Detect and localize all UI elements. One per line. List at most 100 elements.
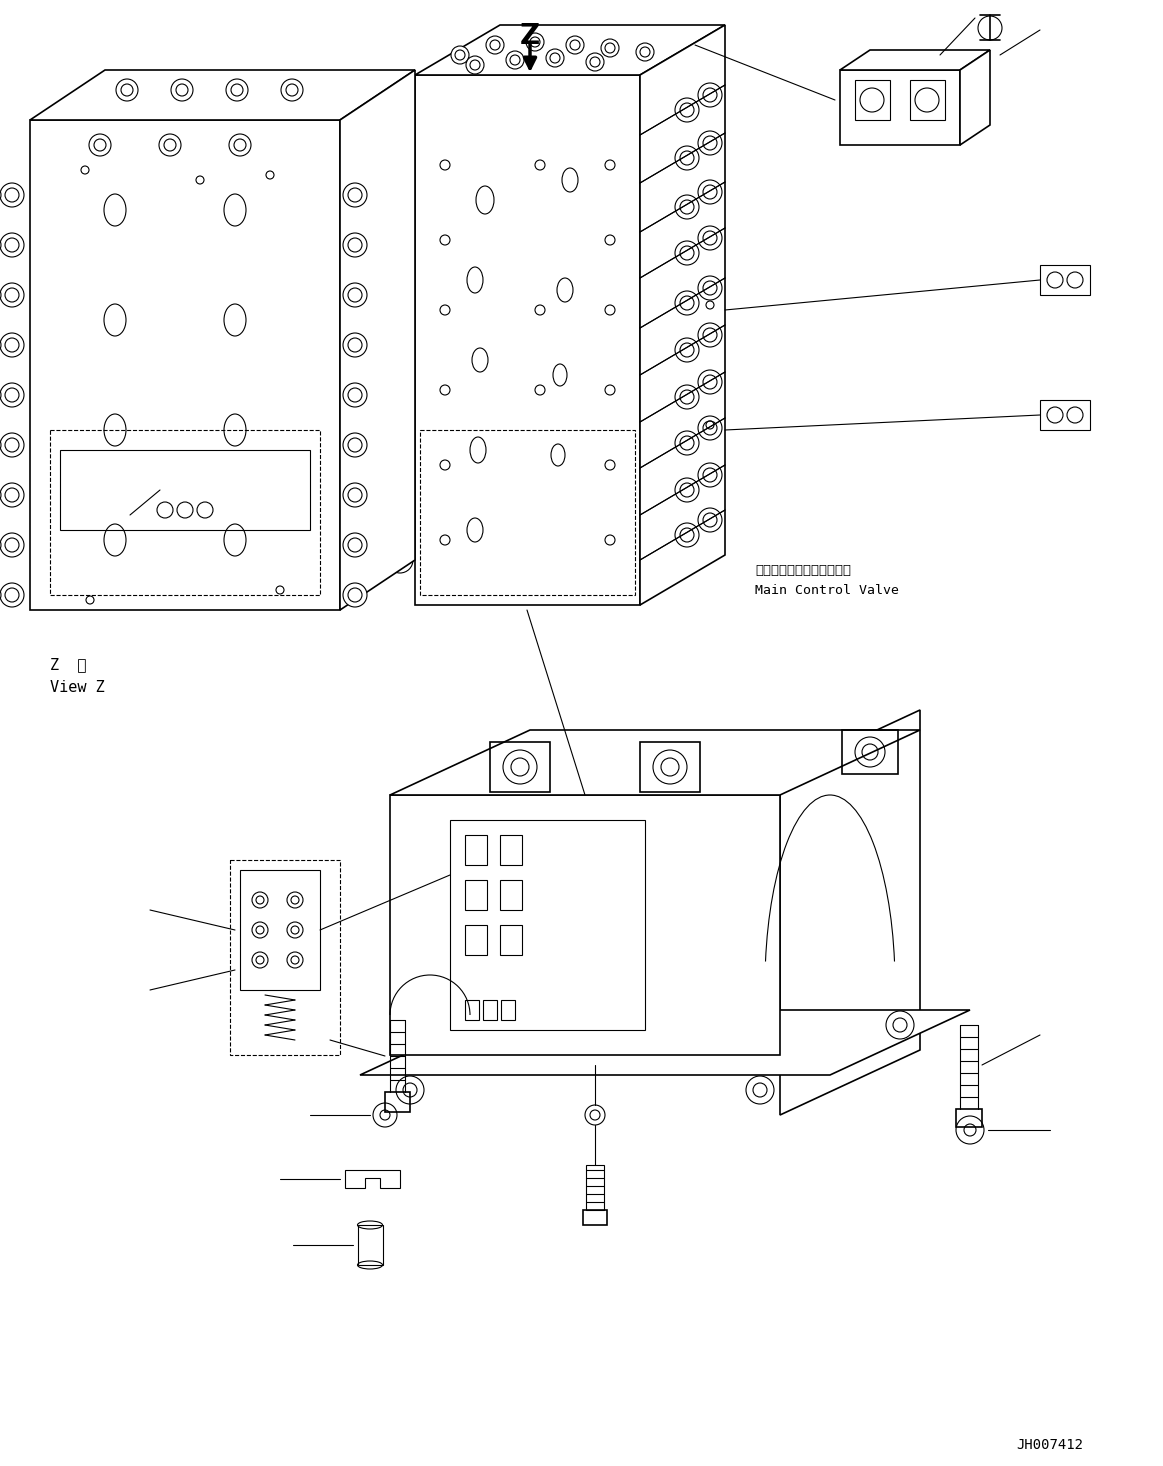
Bar — [420, 430, 635, 595]
Circle shape — [387, 547, 413, 573]
Bar — [640, 742, 700, 792]
Circle shape — [466, 56, 484, 73]
Circle shape — [698, 226, 722, 251]
Bar — [385, 1092, 411, 1113]
Bar — [450, 819, 645, 1031]
Bar — [500, 836, 522, 865]
Polygon shape — [361, 1010, 970, 1075]
Circle shape — [698, 180, 722, 204]
Circle shape — [698, 463, 722, 487]
Bar — [465, 1000, 479, 1020]
Circle shape — [197, 501, 213, 517]
Circle shape — [370, 173, 390, 194]
Circle shape — [698, 369, 722, 394]
Circle shape — [387, 170, 413, 196]
Circle shape — [370, 268, 390, 287]
Circle shape — [675, 523, 699, 547]
Circle shape — [252, 922, 267, 938]
Circle shape — [226, 79, 248, 101]
Text: Z  視: Z 視 — [50, 657, 86, 673]
Circle shape — [370, 125, 390, 145]
Polygon shape — [640, 25, 725, 605]
Circle shape — [343, 383, 368, 408]
Circle shape — [387, 315, 413, 342]
Circle shape — [506, 51, 525, 69]
Polygon shape — [415, 75, 640, 605]
Polygon shape — [840, 50, 990, 70]
Circle shape — [387, 218, 413, 245]
Circle shape — [343, 283, 368, 306]
Circle shape — [1066, 408, 1083, 424]
Circle shape — [0, 183, 24, 207]
Circle shape — [370, 365, 390, 386]
Circle shape — [281, 79, 304, 101]
Bar — [465, 925, 487, 954]
Circle shape — [370, 412, 390, 432]
Polygon shape — [1040, 265, 1090, 295]
Circle shape — [675, 386, 699, 409]
Circle shape — [343, 432, 368, 457]
Circle shape — [287, 922, 304, 938]
Bar — [909, 81, 946, 120]
Circle shape — [698, 276, 722, 301]
Circle shape — [343, 183, 368, 207]
Circle shape — [370, 318, 390, 339]
Circle shape — [229, 133, 251, 155]
Text: メインコントロールバルブ: メインコントロールバルブ — [755, 563, 851, 576]
Circle shape — [177, 501, 193, 517]
Circle shape — [387, 454, 413, 481]
Circle shape — [287, 951, 304, 968]
Circle shape — [698, 416, 722, 440]
Circle shape — [0, 534, 24, 557]
Circle shape — [1047, 408, 1063, 424]
Circle shape — [698, 130, 722, 155]
Bar — [501, 1000, 515, 1020]
Circle shape — [0, 432, 24, 457]
Circle shape — [157, 501, 173, 517]
Bar — [465, 880, 487, 910]
Circle shape — [675, 431, 699, 454]
Circle shape — [159, 133, 181, 155]
Circle shape — [698, 84, 722, 107]
Bar — [50, 430, 320, 595]
Circle shape — [387, 122, 413, 148]
Circle shape — [526, 34, 544, 51]
Bar — [483, 1000, 497, 1020]
Circle shape — [343, 534, 368, 557]
Circle shape — [287, 891, 304, 907]
Bar — [855, 81, 890, 120]
Circle shape — [675, 339, 699, 362]
Bar — [60, 450, 311, 531]
Circle shape — [0, 482, 24, 507]
Circle shape — [387, 362, 413, 388]
Bar — [358, 1226, 383, 1265]
Circle shape — [675, 478, 699, 501]
Polygon shape — [390, 795, 780, 1056]
Polygon shape — [30, 70, 415, 120]
Circle shape — [370, 504, 390, 525]
Circle shape — [675, 195, 699, 218]
Bar — [500, 880, 522, 910]
Bar — [956, 1108, 982, 1127]
Circle shape — [387, 265, 413, 290]
Circle shape — [0, 583, 24, 607]
Circle shape — [0, 333, 24, 358]
Polygon shape — [390, 730, 920, 795]
Circle shape — [252, 891, 267, 907]
Circle shape — [387, 409, 413, 435]
Circle shape — [1066, 273, 1083, 287]
Polygon shape — [780, 710, 920, 1116]
Circle shape — [601, 40, 619, 57]
Bar — [842, 730, 898, 774]
Polygon shape — [959, 50, 990, 145]
Circle shape — [451, 45, 469, 65]
Polygon shape — [1040, 400, 1090, 430]
Circle shape — [586, 53, 604, 70]
Circle shape — [566, 37, 584, 54]
Circle shape — [675, 240, 699, 265]
Bar — [500, 925, 522, 954]
Polygon shape — [340, 70, 415, 610]
Text: Z: Z — [520, 22, 540, 50]
Circle shape — [370, 457, 390, 478]
Bar — [583, 1209, 607, 1226]
